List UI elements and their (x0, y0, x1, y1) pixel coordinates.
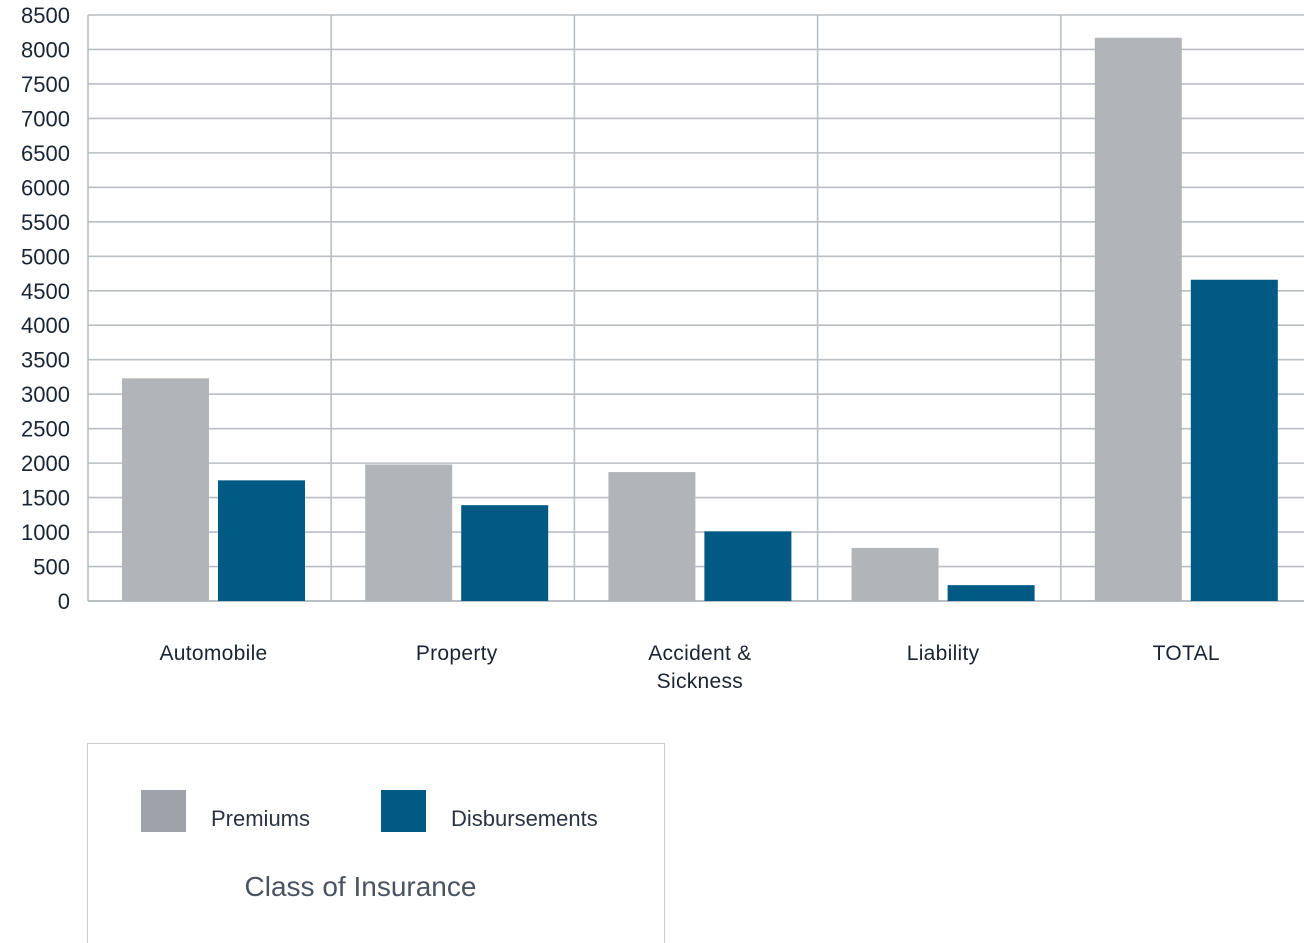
x-tick-label: Property (416, 642, 498, 665)
y-tick-label: 1000 (21, 520, 70, 545)
y-tick-label: 6500 (21, 141, 70, 166)
bar-disbursements-4 (1190, 279, 1278, 601)
bar-premiums-0 (122, 378, 209, 601)
y-tick-label: 6000 (21, 175, 70, 200)
y-tick-label: 2500 (21, 417, 70, 442)
bar-disbursements-3 (947, 585, 1035, 601)
y-tick-label: 500 (33, 555, 70, 580)
bar-premiums-4 (1094, 37, 1182, 601)
bar-disbursements-0 (218, 480, 305, 601)
y-tick-label: 2000 (21, 451, 70, 476)
x-tick-label: Sickness (657, 670, 743, 693)
legend-label-disbursements: Disbursements (451, 806, 598, 831)
legend-swatch-premiums (141, 790, 186, 832)
x-tick-label: Liability (907, 642, 980, 665)
legend-title: Class of Insurance (244, 871, 477, 902)
y-tick-label: 8500 (21, 3, 70, 28)
y-tick-label: 0 (58, 589, 70, 614)
x-tick-label: Accident & (648, 642, 751, 665)
bar-chart: 0 500 1000 1500 2000 2500 3000 3500 4000 4500 5000… (21, 3, 1304, 693)
y-tick-label: 7500 (21, 72, 70, 97)
x-tick-label: Automobile (159, 642, 267, 665)
y-tick-label: 8000 (21, 37, 70, 62)
x-axis-tick-labels: Automobile Property Accident & Sickness Liab… (159, 642, 1219, 693)
chart-legend: Premiums Disbursements Class of Insuranc… (87, 743, 665, 943)
x-tick-label: TOTAL (1153, 642, 1220, 665)
legend-label-premiums: Premiums (211, 806, 311, 831)
y-tick-label: 5000 (21, 244, 70, 269)
bar-premiums-1 (365, 464, 453, 601)
y-tick-label: 7000 (21, 106, 70, 131)
legend-swatch-disbursements (381, 790, 426, 832)
y-axis-tick-labels: 0 500 1000 1500 2000 2500 3000 3500 4000 4500 5000… (21, 3, 70, 614)
bar-disbursements-1 (461, 505, 549, 601)
y-tick-label: 1500 (21, 486, 70, 511)
bar-disbursements-2 (704, 531, 792, 601)
y-tick-label: 3000 (21, 382, 70, 407)
y-tick-label: 4000 (21, 313, 70, 338)
y-tick-label: 3500 (21, 348, 70, 373)
y-tick-label: 4500 (21, 279, 70, 304)
bar-premiums-2 (608, 472, 696, 601)
chart-bars (122, 37, 1278, 601)
y-tick-label: 5500 (21, 210, 70, 235)
bar-premiums-3 (851, 547, 939, 601)
